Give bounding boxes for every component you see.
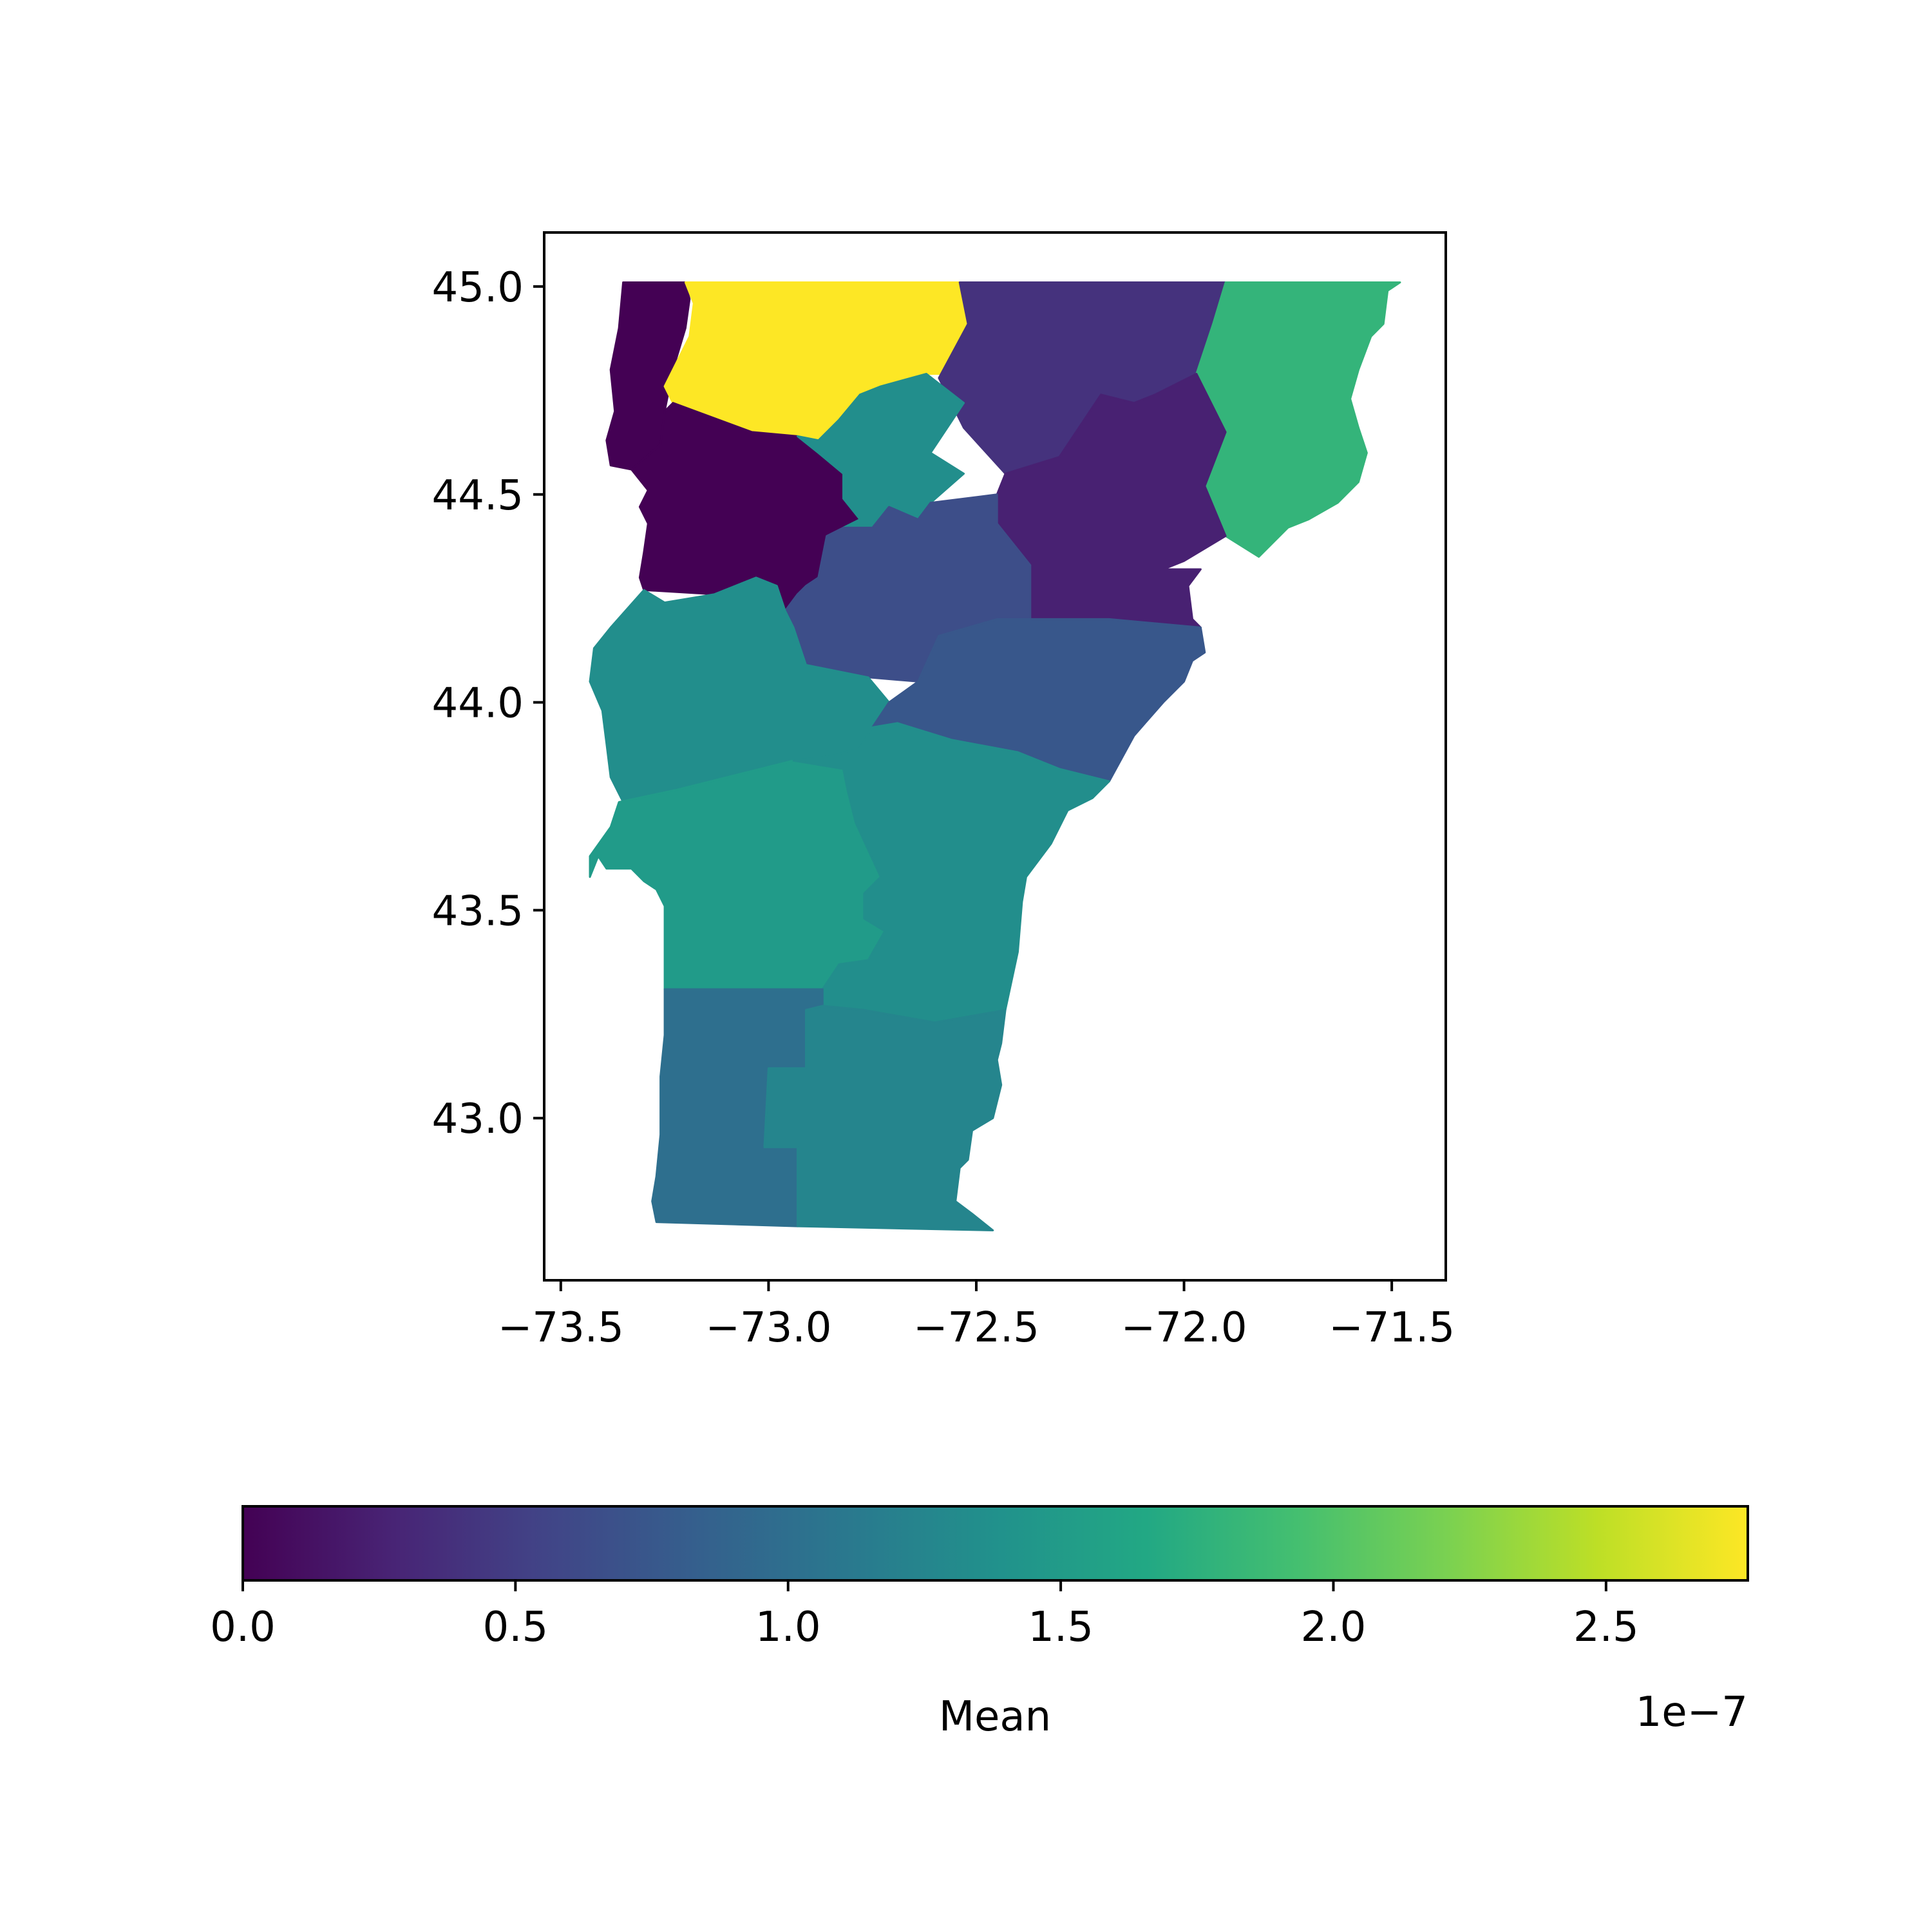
colorbar-gradient-bar bbox=[242, 1505, 1749, 1582]
y-axis-ticks: 43.0 43.5 44.0 44.5 45.0 bbox=[432, 264, 544, 1143]
colorbar-ticks: 0.0 0.5 1.0 1.5 2.0 2.5 bbox=[210, 1580, 1639, 1651]
x-axis-ticks: −73.5 −73.0 −72.5 −72.0 −71.5 bbox=[498, 1280, 1455, 1352]
x-tick-label: −71.5 bbox=[1329, 1304, 1455, 1352]
colorbar-label: Mean bbox=[939, 1693, 1051, 1741]
colorbar-tick-label: 1.5 bbox=[1028, 1604, 1094, 1651]
region-southeast-county bbox=[763, 1005, 1007, 1231]
map-axes: −73.5 −73.0 −72.5 −72.0 −71.5 43.0 43.5 44.0 44… bbox=[432, 231, 1455, 1352]
y-tick-label: 45.0 bbox=[432, 264, 524, 312]
x-tick-label: −73.0 bbox=[705, 1304, 831, 1352]
region-east-river-county bbox=[792, 722, 1110, 1024]
colorbar-tick-label: 0.5 bbox=[482, 1604, 548, 1651]
region-northeast-county bbox=[1195, 281, 1401, 558]
colorbar-tick-label: 2.0 bbox=[1301, 1604, 1367, 1651]
x-tick-label: −73.5 bbox=[498, 1304, 624, 1352]
colorbar-tick-label: 0.0 bbox=[210, 1604, 276, 1651]
y-tick-label: 43.5 bbox=[432, 887, 524, 935]
x-tick-label: −72.5 bbox=[913, 1304, 1039, 1352]
y-tick-label: 44.0 bbox=[432, 680, 524, 728]
regions-layer bbox=[589, 281, 1401, 1231]
x-tick-label: −72.0 bbox=[1121, 1304, 1247, 1352]
colorbar-multiplier: 1e−7 bbox=[1636, 1689, 1748, 1736]
colorbar-tick-label: 1.0 bbox=[755, 1604, 821, 1651]
colorbar-tick-label: 2.5 bbox=[1573, 1604, 1639, 1651]
y-tick-label: 44.5 bbox=[432, 472, 524, 520]
y-tick-label: 43.0 bbox=[432, 1095, 524, 1143]
colorbar: 0.0 0.5 1.0 1.5 2.0 2.5 Mean 1e−7 bbox=[210, 1505, 1749, 1741]
plot-frame bbox=[543, 231, 1447, 1282]
